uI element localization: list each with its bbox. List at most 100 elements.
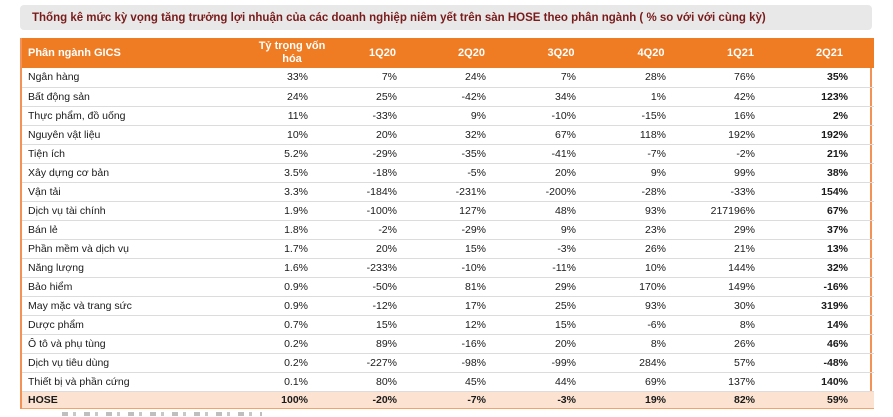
col-header-1q21: 1Q21: [696, 38, 785, 68]
value-cell: -29%: [427, 220, 516, 240]
value-cell: 0.9%: [246, 296, 338, 316]
sector-name-cell: Dịch vụ tài chính: [22, 201, 246, 221]
value-cell: 100%: [246, 391, 338, 409]
value-cell: -48%: [785, 353, 874, 373]
col-header-sector: Phân ngành GICS: [22, 38, 246, 68]
table-row: Dịch vụ tiêu dùng 0.2% -227% -98% -99% 284% 57…: [22, 353, 874, 373]
value-cell: -10%: [516, 106, 606, 126]
value-cell: 80%: [338, 372, 427, 392]
sector-name-cell: Ô tô và phụ tùng: [22, 334, 246, 354]
table-row: Nguyên vật liệu 10% 20% 32% 67% 118% 192% 192%: [22, 125, 874, 145]
value-cell: 21%: [785, 144, 874, 164]
value-cell: -184%: [338, 182, 427, 202]
value-cell: -29%: [338, 144, 427, 164]
value-cell: -12%: [338, 296, 427, 316]
value-cell: -5%: [427, 163, 516, 183]
value-cell: 0.2%: [246, 334, 338, 354]
table-row: Ngân hàng 33% 7% 24% 7% 28% 76% 35%: [22, 68, 874, 88]
value-cell: -7%: [606, 144, 696, 164]
value-cell: 284%: [606, 353, 696, 373]
value-cell: -99%: [516, 353, 606, 373]
value-cell: 57%: [696, 353, 785, 373]
value-cell: 93%: [606, 201, 696, 221]
value-cell: 154%: [785, 182, 874, 202]
value-cell: -98%: [427, 353, 516, 373]
value-cell: -227%: [338, 353, 427, 373]
value-cell: 5.2%: [246, 144, 338, 164]
value-cell: 89%: [338, 334, 427, 354]
value-cell: 44%: [516, 372, 606, 392]
value-cell: 69%: [606, 372, 696, 392]
value-cell: 8%: [606, 334, 696, 354]
table-row: Thực phẩm, đồ uống 11% -33% 9% -10% -15% 16% 2%: [22, 106, 874, 126]
value-cell: 3.5%: [246, 163, 338, 183]
value-cell: 140%: [785, 372, 874, 392]
value-cell: 48%: [516, 201, 606, 221]
value-cell: 26%: [696, 334, 785, 354]
table-row: Phần mềm và dịch vụ 1.7% 20% 15% -3% 26% 21% 13…: [22, 239, 874, 259]
value-cell: 45%: [427, 372, 516, 392]
value-cell: 1.6%: [246, 258, 338, 278]
value-cell: 81%: [427, 277, 516, 297]
value-cell: 192%: [696, 125, 785, 145]
sector-name-cell: Xây dựng cơ bản: [22, 163, 246, 183]
value-cell: 0.9%: [246, 277, 338, 297]
value-cell: -18%: [338, 163, 427, 183]
value-cell: 35%: [785, 68, 874, 88]
table-row: Xây dựng cơ bản 3.5% -18% -5% 20% 9% 99% 38%: [22, 163, 874, 183]
value-cell: 20%: [516, 334, 606, 354]
value-cell: 76%: [696, 68, 785, 88]
table-row: Dược phẩm 0.7% 15% 12% 15% -6% 8% 14%: [22, 315, 874, 335]
value-cell: 118%: [606, 125, 696, 145]
sector-name-cell: Năng lượng: [22, 258, 246, 278]
sector-name-cell: Dược phẩm: [22, 315, 246, 335]
value-cell: 15%: [516, 315, 606, 335]
value-cell: 99%: [696, 163, 785, 183]
value-cell: 217196%: [696, 201, 785, 221]
sector-name-cell: Phần mềm và dịch vụ: [22, 239, 246, 259]
value-cell: -15%: [606, 106, 696, 126]
value-cell: -20%: [338, 391, 427, 409]
sector-name-cell: Tiện ích: [22, 144, 246, 164]
value-cell: 26%: [606, 239, 696, 259]
clipped-source-text: [62, 412, 262, 416]
table-row: Dịch vụ tài chính 1.9% -100% 127% 48% 93% 2171…: [22, 201, 874, 221]
value-cell: 30%: [696, 296, 785, 316]
value-cell: 46%: [785, 334, 874, 354]
value-cell: 19%: [606, 391, 696, 409]
value-cell: -35%: [427, 144, 516, 164]
value-cell: 20%: [338, 125, 427, 145]
value-cell: 14%: [785, 315, 874, 335]
value-cell: 7%: [516, 68, 606, 88]
sector-name-cell: Thực phẩm, đồ uống: [22, 106, 246, 126]
value-cell: 20%: [338, 239, 427, 259]
value-cell: -33%: [696, 182, 785, 202]
value-cell: -10%: [427, 258, 516, 278]
sector-name-cell: Bất động sản: [22, 87, 246, 107]
value-cell: -41%: [516, 144, 606, 164]
value-cell: 21%: [696, 239, 785, 259]
value-cell: 149%: [696, 277, 785, 297]
value-cell: -3%: [516, 391, 606, 409]
table-body: Ngân hàng 33% 7% 24% 7% 28% 76% 35% Bất động sản…: [22, 68, 874, 409]
header-row: Phân ngành GICS Tỷ trọng vốn hóa 1Q20 2Q…: [22, 38, 874, 68]
value-cell: -3%: [516, 239, 606, 259]
value-cell: 9%: [606, 163, 696, 183]
value-cell: -200%: [516, 182, 606, 202]
value-cell: 29%: [516, 277, 606, 297]
value-cell: 1.9%: [246, 201, 338, 221]
value-cell: 7%: [338, 68, 427, 88]
figure-title: Thống kê mức kỳ vọng tăng trưởng lợi nhu…: [32, 11, 766, 24]
table-row: Vận tải 3.3% -184% -231% -200% -28% -33% 154%: [22, 182, 874, 202]
col-header-2q21: 2Q21: [785, 38, 874, 68]
value-cell: 34%: [516, 87, 606, 107]
value-cell: -28%: [606, 182, 696, 202]
col-header-market-cap-weight: Tỷ trọng vốn hóa: [246, 38, 338, 68]
value-cell: 127%: [427, 201, 516, 221]
value-cell: -6%: [606, 315, 696, 335]
value-cell: 16%: [696, 106, 785, 126]
value-cell: 24%: [246, 87, 338, 107]
value-cell: 1%: [606, 87, 696, 107]
value-cell: 32%: [785, 258, 874, 278]
